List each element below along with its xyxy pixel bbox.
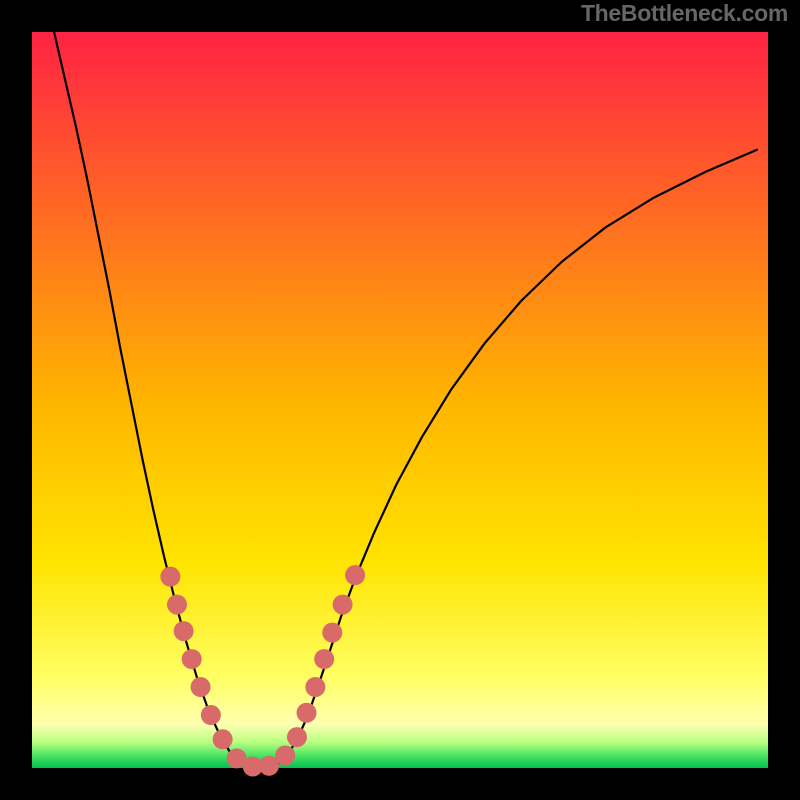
data-marker bbox=[333, 595, 353, 615]
data-marker bbox=[160, 567, 180, 587]
data-marker bbox=[167, 595, 187, 615]
data-marker bbox=[305, 677, 325, 697]
data-marker bbox=[297, 703, 317, 723]
data-marker bbox=[174, 621, 194, 641]
data-marker bbox=[182, 649, 202, 669]
chart-root: TheBottleneck.com bbox=[0, 0, 800, 800]
data-marker bbox=[314, 649, 334, 669]
data-marker bbox=[191, 677, 211, 697]
watermark-text: TheBottleneck.com bbox=[581, 0, 788, 27]
data-marker bbox=[345, 565, 365, 585]
plot-background bbox=[32, 32, 768, 768]
data-marker bbox=[322, 623, 342, 643]
chart-svg bbox=[0, 0, 800, 800]
data-marker bbox=[275, 745, 295, 765]
data-marker bbox=[201, 705, 221, 725]
data-marker bbox=[213, 729, 233, 749]
data-marker bbox=[287, 727, 307, 747]
